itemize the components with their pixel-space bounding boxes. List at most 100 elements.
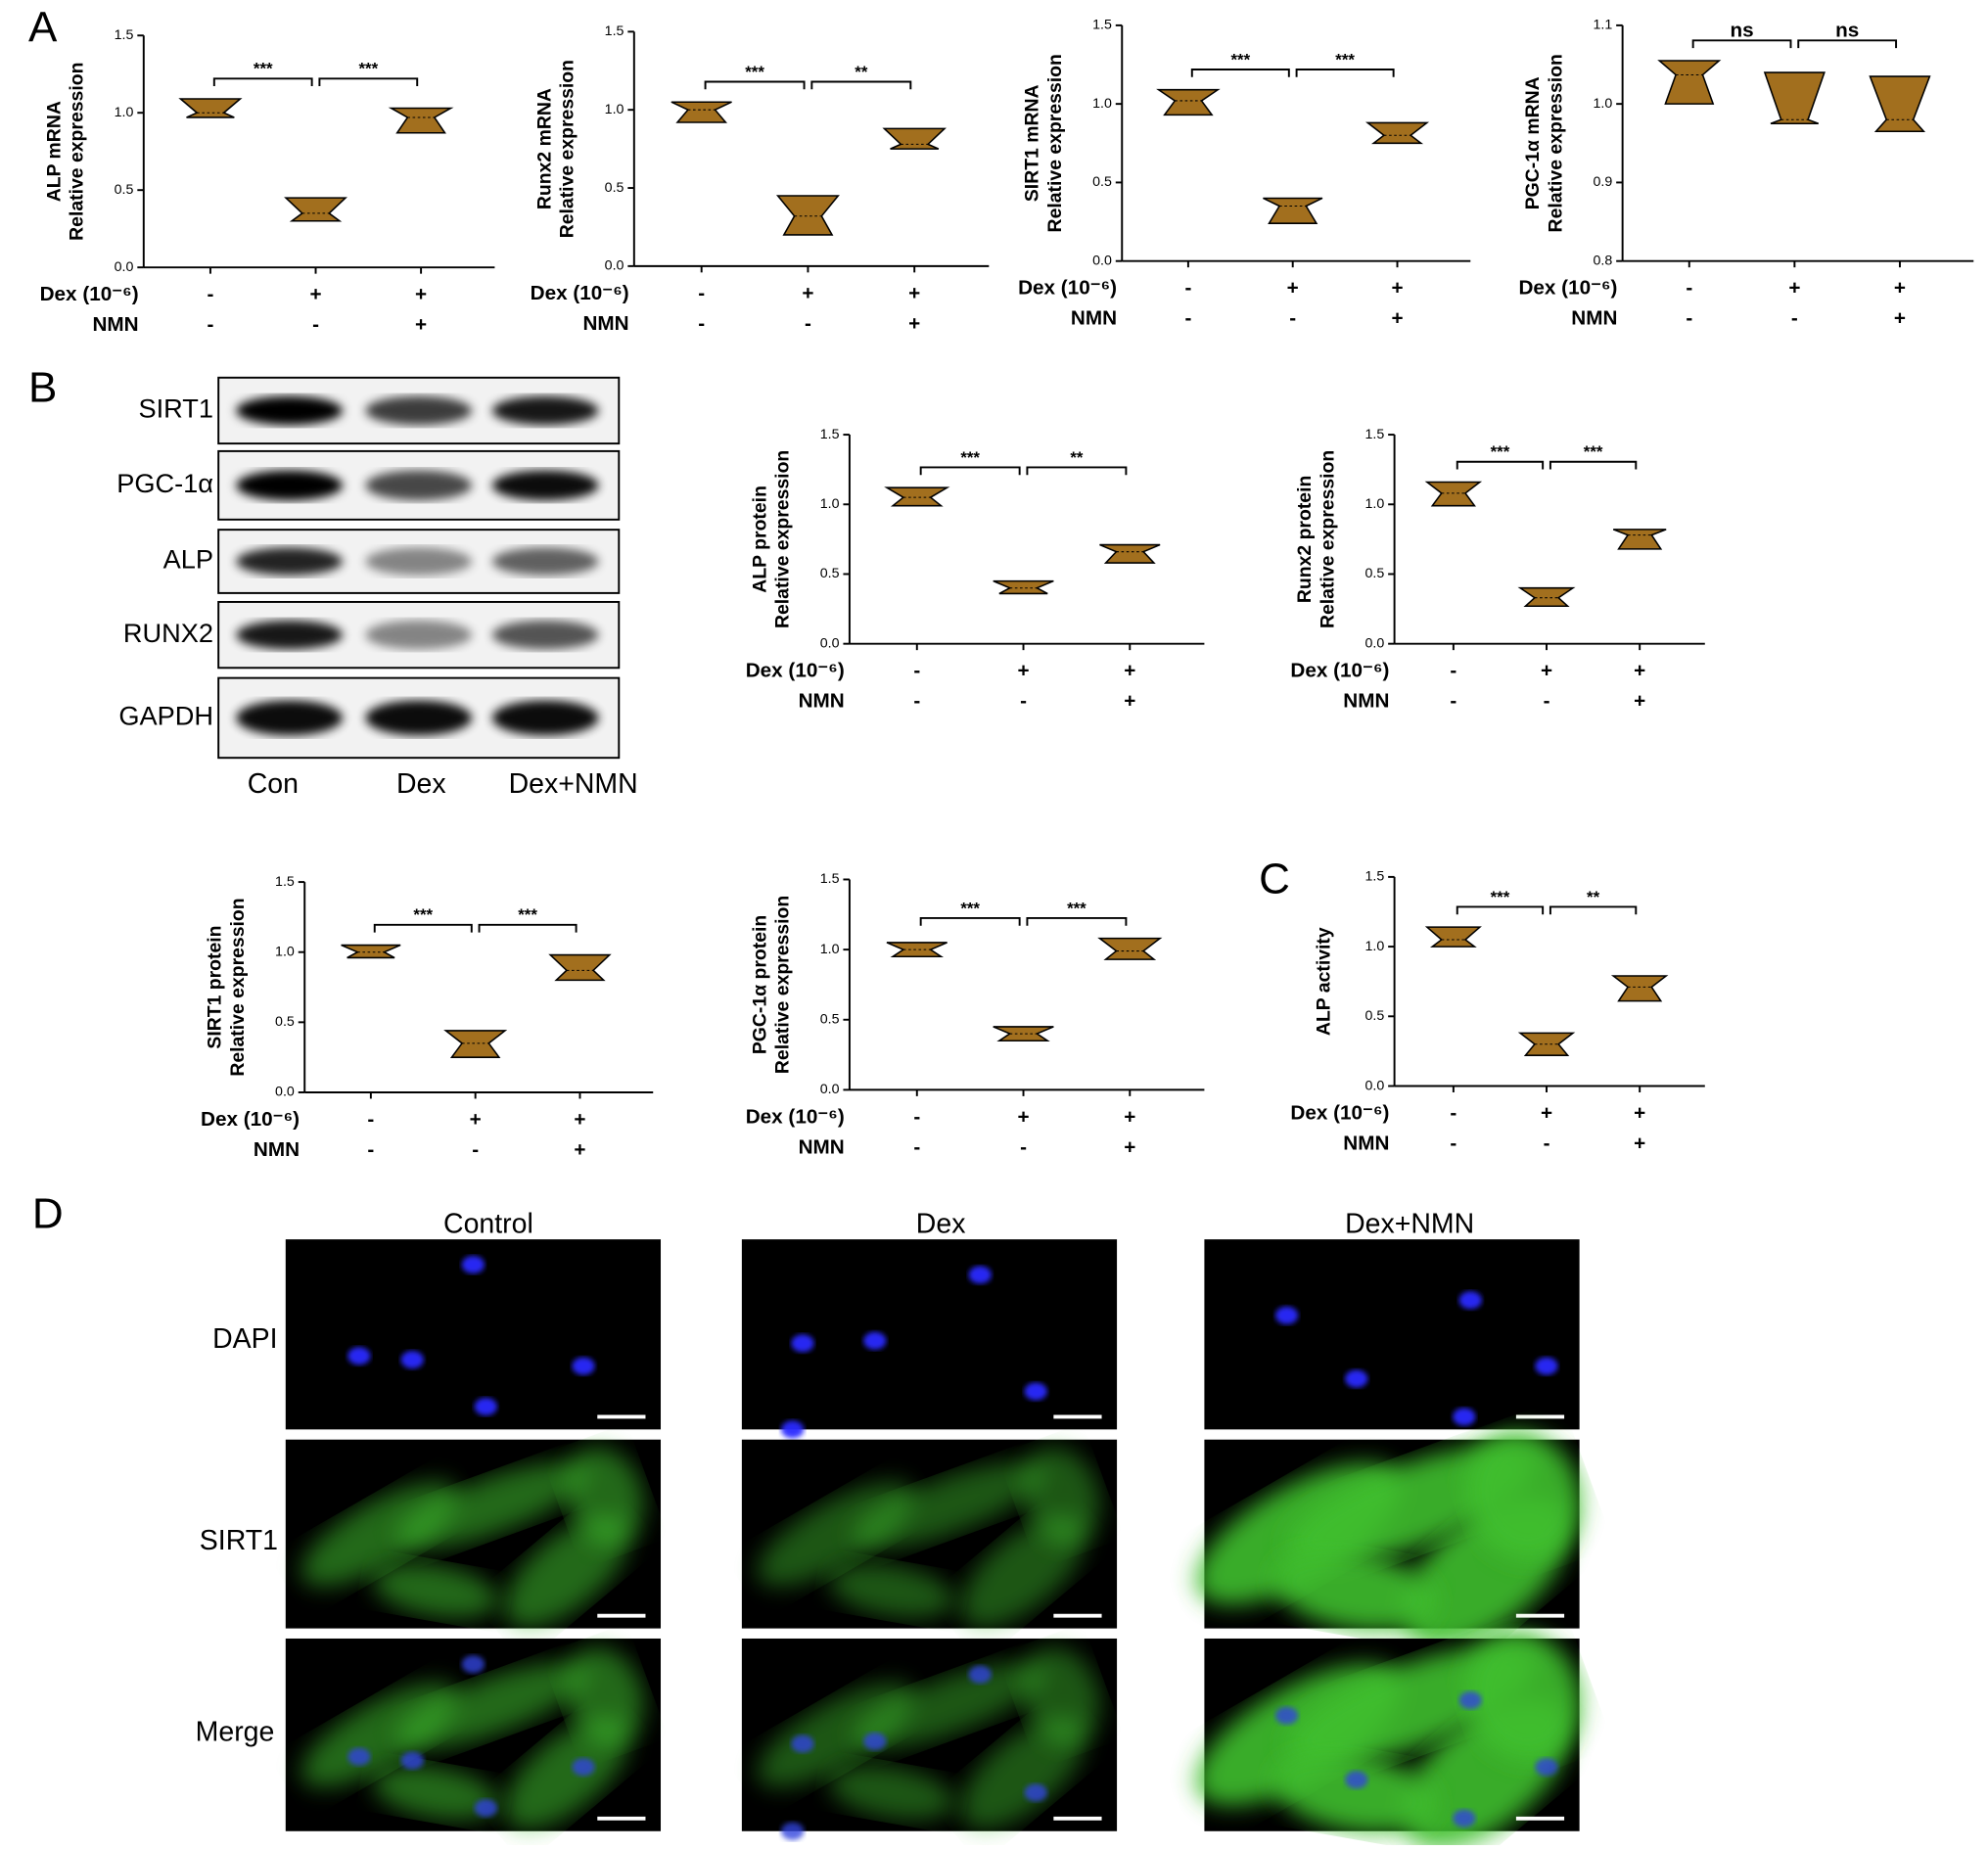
violin <box>1156 88 1221 116</box>
y-tick-label: 0.0 <box>605 258 624 274</box>
significance-bracket <box>704 80 806 90</box>
y-tick-label: 1.5 <box>820 427 840 442</box>
row-mark: + <box>470 1108 482 1131</box>
y-axis-label: Relative expression <box>1545 54 1566 232</box>
row-mark: + <box>1017 1105 1029 1128</box>
y-tick-label: 0.5 <box>605 180 624 196</box>
significance-label: ** <box>1587 888 1600 906</box>
row-label: NMN <box>582 312 628 335</box>
y-tick-label: 0.8 <box>1593 253 1612 268</box>
significance-bracket <box>919 466 1021 476</box>
cell <box>564 1646 645 1746</box>
row-label: Dex (10⁻⁶) <box>1290 1101 1389 1124</box>
row-mark: - <box>1450 1101 1456 1124</box>
significance-bracket <box>919 916 1021 926</box>
cell <box>1272 1752 1436 1833</box>
y-tick-label: 1.5 <box>605 23 624 39</box>
row-mark: + <box>802 282 813 304</box>
significance-bracket <box>1190 69 1290 77</box>
row-mark: + <box>908 312 920 335</box>
significance-bracket <box>1456 905 1545 915</box>
cell <box>960 1515 1086 1628</box>
y-axis-label: Runx2 protein <box>1294 476 1316 603</box>
row-label: NMN <box>254 1138 300 1161</box>
row-label: Dex (10⁻⁶) <box>531 282 629 304</box>
nucleus <box>461 1655 485 1674</box>
row-mark: + <box>1894 277 1906 300</box>
cell <box>829 1765 955 1821</box>
significance-label: *** <box>1230 50 1250 69</box>
row-label: NMN <box>799 690 845 713</box>
row-mark: + <box>1124 1105 1135 1128</box>
y-tick-label: 0.5 <box>820 566 840 581</box>
y-axis-label: SIRT1 mRNA <box>1022 84 1043 202</box>
significance-label: *** <box>745 63 764 81</box>
y-tick-label: 0.5 <box>1092 174 1112 190</box>
significance-bracket <box>810 80 912 90</box>
nucleus <box>461 1255 485 1274</box>
violin <box>443 1030 508 1058</box>
protein-label: ALP <box>163 544 213 575</box>
significance-bracket <box>478 923 578 933</box>
cell <box>757 1481 914 1587</box>
row-mark: - <box>913 690 920 713</box>
significance-bracket <box>373 923 473 933</box>
row-mark: - <box>698 312 705 335</box>
blot-band <box>236 395 344 426</box>
row-label: DAPI <box>212 1323 277 1355</box>
cell <box>373 1765 498 1821</box>
row-mark: + <box>1634 690 1645 713</box>
violin <box>1869 75 1931 133</box>
row-mark: + <box>415 283 427 305</box>
significance-label: *** <box>518 905 537 924</box>
row-mark: + <box>1634 1133 1645 1155</box>
y-axis-label: SIRT1 protein <box>205 925 226 1048</box>
nucleus <box>968 1266 992 1284</box>
violin <box>1263 197 1323 224</box>
row-mark: - <box>913 1135 920 1158</box>
significance-label: *** <box>960 899 980 917</box>
significance-label: *** <box>1067 899 1086 917</box>
y-tick-label: 1.5 <box>115 27 134 43</box>
y-axis-label: ALP protein <box>749 486 770 593</box>
blot-band <box>236 620 344 650</box>
micrograph <box>741 1239 1118 1430</box>
y-tick-label: 0.0 <box>115 259 134 275</box>
significance-label: *** <box>1584 442 1603 461</box>
blot-band <box>365 395 473 426</box>
cell <box>395 1662 588 1750</box>
violin <box>1424 926 1482 948</box>
row-mark: + <box>1634 660 1645 682</box>
significance-label: *** <box>1491 888 1510 906</box>
violin <box>1763 71 1826 125</box>
row-mark: - <box>1450 1133 1456 1155</box>
chart: 0.8 0.9 1.0 1.1 PGC-1α mRNA Relative expressi… <box>1518 18 1974 330</box>
y-tick-label: 1.5 <box>1364 427 1384 442</box>
significance-label: *** <box>1335 50 1355 69</box>
significance-label: *** <box>960 448 980 467</box>
y-tick-label: 0.5 <box>275 1014 295 1030</box>
violin <box>1612 529 1667 550</box>
row-mark: - <box>367 1108 374 1131</box>
y-axis-label: ALP activity <box>1314 927 1335 1036</box>
row-mark: + <box>1788 277 1800 300</box>
nucleus <box>1453 1809 1476 1827</box>
row-mark: - <box>312 313 319 336</box>
violin <box>1424 481 1483 507</box>
chart: 0.0 0.5 1.0 1.5 ALP protein Relative expressi… <box>746 427 1205 713</box>
y-axis-label: PGC-1α protein <box>749 915 770 1054</box>
violin <box>548 953 612 982</box>
nucleus <box>347 1347 371 1365</box>
protein-label: PGC-1α <box>116 468 213 498</box>
y-tick-label: 0.0 <box>1364 1078 1384 1093</box>
y-axis-label: PGC-1α mRNA <box>1522 76 1544 209</box>
nucleus <box>781 1420 805 1439</box>
chart: 0.0 0.5 1.0 1.5 PGC-1α protein Relative expre… <box>746 871 1205 1158</box>
row-mark: + <box>1124 660 1135 682</box>
row-mark: + <box>1541 1101 1552 1124</box>
nucleus <box>1345 1369 1368 1388</box>
y-tick-label: 0.5 <box>820 1012 840 1028</box>
y-tick-label: 0.5 <box>1364 1008 1384 1024</box>
row-mark: - <box>207 283 213 305</box>
row-mark: + <box>1017 660 1029 682</box>
